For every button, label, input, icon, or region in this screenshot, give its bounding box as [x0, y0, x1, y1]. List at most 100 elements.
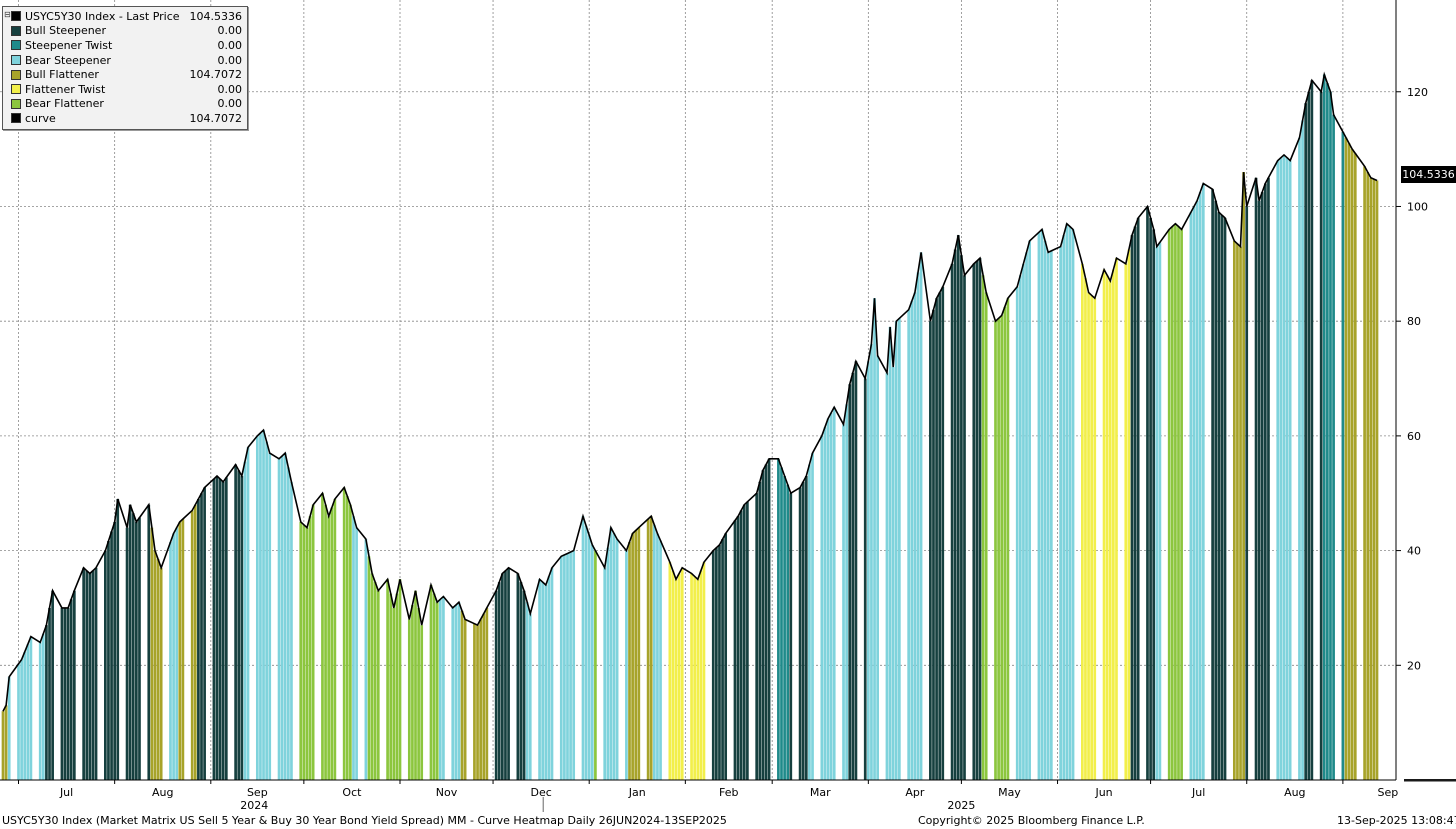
regime-bar	[460, 610, 464, 780]
regime-bar	[367, 556, 371, 780]
regime-bar	[916, 272, 920, 780]
regime-bar	[1257, 200, 1261, 780]
regime-bar	[1307, 91, 1311, 780]
regime-bar	[1133, 226, 1137, 780]
legend-item[interactable]: curve 104.7072	[5, 111, 245, 126]
regime-bar	[113, 521, 117, 780]
regime-bar	[820, 435, 824, 780]
legend-item[interactable]: Bull Steepener 0.00	[5, 24, 245, 39]
regime-bar	[1146, 206, 1149, 780]
regime-bar	[587, 535, 591, 780]
regime-bars	[1, 74, 1379, 781]
x-tick-label: Sep	[247, 786, 268, 799]
regime-bar	[333, 498, 337, 780]
regime-bar	[699, 570, 703, 780]
regime-bar	[845, 404, 848, 780]
legend-item[interactable]: Bull Flattener 104.7072	[5, 67, 245, 82]
regime-bar	[1298, 137, 1301, 780]
legend-value: 104.7072	[189, 68, 243, 82]
regime-bar	[224, 477, 228, 780]
regime-bar	[801, 481, 805, 780]
legend-item[interactable]: Bear Flattener 0.00	[5, 97, 245, 112]
legend-label: Bull Steepener	[25, 24, 106, 38]
regime-bar	[20, 659, 23, 780]
regime-bar	[863, 378, 867, 780]
regime-bar	[107, 541, 110, 780]
regime-bar	[23, 651, 27, 780]
regime-bar	[634, 530, 638, 780]
regime-bar	[956, 235, 960, 780]
legend-item[interactable]: Flattener Twist 0.00	[5, 82, 245, 97]
regime-bar	[876, 355, 879, 780]
regime-bar	[1081, 263, 1084, 781]
regime-bar	[1347, 143, 1351, 781]
curve-heatmap-chart: 20 40 60 80 100 120 Jul Aug Sep Oct Nov Dec Jan Feb Ma…	[0, 0, 1456, 812]
x-tick-label: Jan	[628, 786, 646, 799]
regime-bar	[612, 533, 616, 780]
legend-swatch	[11, 98, 21, 109]
y-tick-label: 100	[1407, 200, 1428, 213]
regime-bar	[221, 481, 225, 780]
regime-bar	[566, 553, 569, 780]
x-tick-label: Nov	[436, 786, 458, 799]
regime-bar	[246, 447, 250, 780]
legend-value: 0.00	[217, 53, 243, 67]
regime-bar	[919, 252, 923, 781]
regime-bar	[603, 567, 607, 780]
regime-bar	[786, 484, 790, 780]
legend-item[interactable]: USYC5Y30 Index - Last Price 104.5336	[5, 9, 245, 24]
legend-item[interactable]: Bear Steepener 0.00	[5, 53, 245, 68]
regime-bar	[305, 527, 309, 780]
regime-bar	[94, 567, 98, 780]
regime-bar	[569, 552, 572, 780]
regime-bar	[984, 292, 988, 780]
regime-bar	[1177, 226, 1180, 780]
legend-value: 0.00	[217, 97, 243, 111]
legend[interactable]: ⊟ USYC5Y30 Index - Last Price 104.5336 Bul…	[2, 6, 248, 130]
regime-bar	[504, 570, 507, 780]
regime-bar	[203, 487, 206, 780]
x-tick-label: Oct	[342, 786, 362, 799]
regime-bar	[1167, 229, 1171, 781]
regime-bar	[497, 582, 501, 780]
regime-bar	[646, 519, 650, 780]
regime-bar	[829, 412, 833, 780]
regime-bar	[435, 602, 439, 780]
regime-bar	[913, 292, 917, 780]
regime-bar	[525, 602, 529, 780]
regime-bar	[1068, 226, 1072, 780]
regime-bar	[1192, 206, 1196, 780]
regime-bar	[649, 516, 653, 780]
x-year-label: 2025	[947, 799, 975, 812]
legend-collapse-icon[interactable]: ⊟	[4, 10, 11, 19]
regime-bar	[891, 367, 895, 780]
regime-bar	[1285, 157, 1289, 780]
legend-label: Bear Flattener	[25, 97, 104, 111]
regime-bar	[519, 582, 523, 780]
regime-bar	[1276, 160, 1280, 780]
regime-bar	[975, 260, 979, 780]
regime-bar	[742, 504, 746, 780]
regime-bar	[851, 372, 855, 780]
regime-bar	[1124, 263, 1128, 781]
regime-bar	[929, 321, 932, 780]
legend-item[interactable]: Steepener Twist 0.00	[5, 38, 245, 53]
regime-bar	[808, 464, 811, 780]
regime-bar	[407, 619, 411, 780]
y-axis-baseline-marker	[1404, 779, 1456, 782]
regime-bar	[594, 550, 597, 780]
regime-bar	[1112, 269, 1115, 780]
legend-swatch	[11, 69, 21, 80]
regime-bar	[516, 573, 520, 780]
regime-bar	[85, 570, 89, 780]
regime-bar	[265, 441, 268, 780]
regime-bar	[559, 556, 563, 780]
regime-bar	[1254, 177, 1258, 780]
x-tick-label: Sep	[1377, 786, 1398, 799]
regime-bar	[479, 619, 482, 780]
regime-bar	[1304, 103, 1308, 780]
regime-bar	[1022, 263, 1025, 781]
regime-bar	[1102, 269, 1106, 780]
regime-bar	[848, 384, 852, 780]
regime-bar	[255, 435, 259, 780]
